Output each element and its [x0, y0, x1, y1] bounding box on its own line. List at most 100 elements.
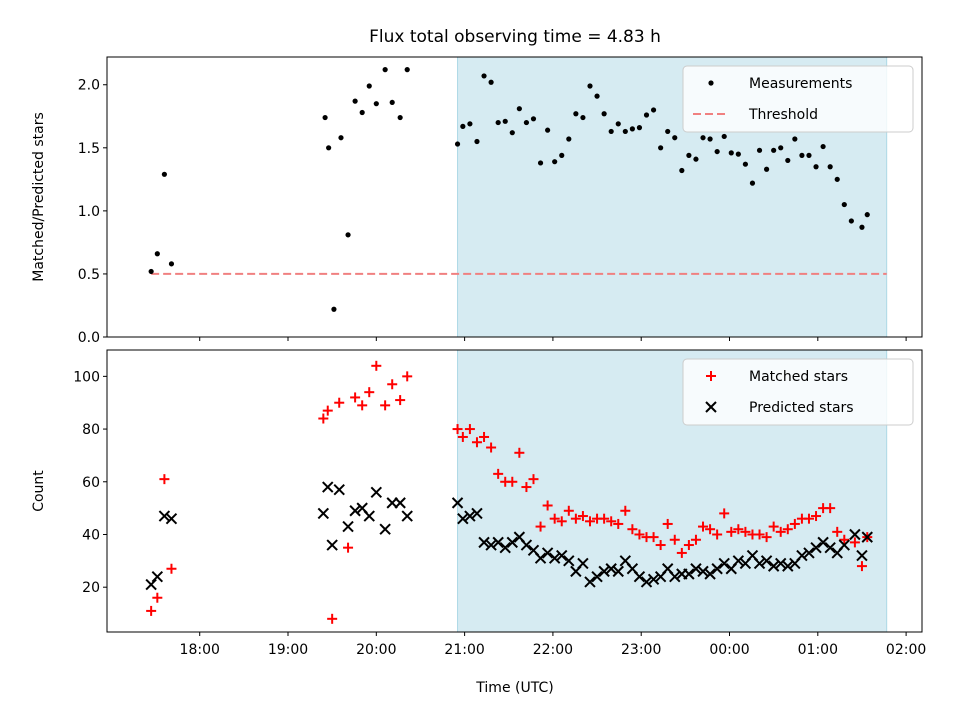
measurements-point: [594, 93, 600, 99]
y-tick-label: 0.0: [78, 330, 100, 346]
measurements-point: [516, 106, 522, 112]
matched-stars-point: [726, 526, 737, 537]
matched-stars-point: [683, 540, 694, 551]
y-tick-label: 0.5: [78, 267, 100, 283]
measurements-point: [481, 73, 487, 79]
predicted-stars-point: [499, 541, 511, 554]
measurements-point: [707, 136, 713, 142]
measurements-point: [467, 121, 473, 127]
predicted-stars-point: [457, 512, 469, 525]
predicted-stars-point: [718, 557, 730, 570]
matched-stars-point: [825, 503, 836, 514]
x-tick-label: 19:00: [268, 642, 308, 658]
matched-stars-point: [152, 592, 163, 603]
predicted-stars-point: [401, 510, 413, 522]
predicted-stars-point: [165, 512, 178, 525]
measurements-point: [573, 111, 579, 117]
predicted-stars-point: [796, 549, 808, 562]
matched-stars-point: [669, 534, 680, 545]
measurements-point: [820, 143, 826, 150]
measurements-point: [608, 128, 614, 135]
x-tick-label: 18:00: [180, 642, 220, 658]
measurements-point: [686, 152, 692, 158]
chart-title: Flux total observing time = 4.83 h: [369, 27, 661, 47]
predicted-stars-point: [370, 486, 383, 499]
predicted-stars-point: [775, 557, 787, 570]
predicted-stars-point: [317, 507, 330, 520]
matched-stars-point: [528, 474, 539, 485]
measurements-point: [834, 176, 840, 182]
matched-stars-point: [402, 371, 413, 382]
measurements-point: [601, 111, 607, 117]
matched-stars-point: [690, 534, 701, 545]
measurements-point: [841, 201, 847, 208]
matched-stars-point: [514, 447, 525, 458]
matched-stars-point: [627, 524, 638, 535]
matched-stars-point: [146, 605, 157, 616]
predicted-stars-point: [704, 568, 716, 580]
predicted-stars-point: [333, 483, 345, 496]
matched-stars-point: [648, 532, 659, 543]
matched-stars-point: [322, 405, 333, 416]
measurements-point: [742, 161, 749, 167]
measurements-point: [389, 99, 395, 106]
measurements-point: [735, 151, 741, 157]
measurements-point: [474, 138, 480, 145]
matched-stars-point: [380, 400, 391, 411]
measurements-point: [658, 145, 664, 151]
measurements-point: [397, 114, 403, 121]
predicted-stars-point: [803, 547, 815, 559]
predicted-stars-point: [145, 578, 157, 591]
axes-frame: [106, 349, 923, 633]
matched-stars-point: [395, 395, 406, 406]
count-panel: 20 40 60 80 100 18:00 19:00 20:00 21:00 22:00 23:0…: [31, 349, 926, 658]
x-tick-label: 02:00: [886, 642, 926, 658]
matched-stars-point: [655, 540, 666, 551]
measurements-point: [643, 112, 650, 118]
matched-stars-point: [740, 526, 751, 537]
matched-stars-point: [371, 360, 382, 371]
matched-stars-point: [698, 521, 709, 532]
predicted-stars-point: [640, 576, 653, 588]
y-axis-label: Matched/Predicted stars: [31, 112, 47, 282]
matched-stars-point: [620, 505, 631, 516]
matched-stars-point: [803, 513, 814, 524]
matched-stars-point: [606, 516, 617, 527]
predicted-stars-point: [690, 563, 702, 575]
measurements-point: [728, 150, 734, 156]
matched-stars-point: [521, 482, 532, 493]
measurements-point: [148, 268, 154, 275]
matched-stars-point: [705, 524, 716, 535]
predicted-stars-point: [591, 570, 603, 583]
measurements-point: [359, 109, 365, 116]
measurements-point: [799, 152, 805, 158]
matched-stars-point: [357, 400, 368, 411]
predicted-stars-point: [363, 510, 375, 522]
predicted-stars-point: [612, 565, 624, 578]
y-tick-label: 1.0: [78, 204, 100, 220]
measurements-point: [331, 306, 337, 312]
legend-marker: [705, 401, 717, 413]
predicted-stars-point: [394, 497, 406, 509]
measurements-point: [322, 114, 328, 121]
measurements-point: [460, 123, 466, 129]
predicted-stars-point: [326, 539, 338, 551]
predicted-stars-point: [322, 481, 334, 493]
measurements-point: [587, 83, 593, 89]
measurements-point: [566, 136, 572, 142]
measurements-point: [785, 157, 791, 164]
measurements-point: [679, 167, 685, 174]
predicted-stars-point: [492, 536, 504, 549]
x-tick-label: 21:00: [444, 642, 484, 658]
y-tick-label: 2.0: [78, 78, 100, 94]
predicted-stars-point: [349, 505, 361, 517]
y-tick-label: 40: [82, 527, 100, 543]
predicted-stars-point: [824, 541, 836, 554]
matched-stars-point: [570, 513, 581, 524]
predicted-stars-point: [669, 570, 681, 583]
matched-stars-point: [613, 518, 624, 529]
predicted-stars-point: [556, 549, 568, 562]
measurements-point: [559, 152, 565, 158]
measurements-point: [672, 135, 678, 141]
measurements-point: [827, 164, 833, 170]
